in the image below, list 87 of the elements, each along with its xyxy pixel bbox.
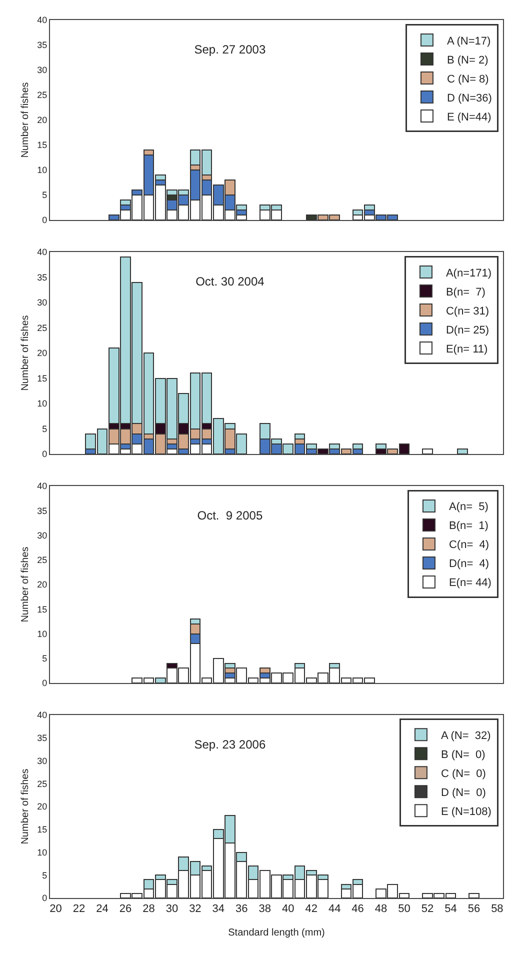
legend-label: E (N=108) <box>440 806 492 818</box>
y-tick-label: 35 <box>37 506 48 516</box>
y-tick-label: 15 <box>37 604 48 614</box>
x-tick-label: 28 <box>142 903 155 916</box>
x-tick-label: 58 <box>491 903 504 916</box>
x-tick-label: 26 <box>119 903 132 916</box>
legend-label: E (N=44) <box>446 111 492 124</box>
x-tick-label: 36 <box>236 903 248 916</box>
legend-label: B (N= 2) <box>446 54 488 66</box>
y-tick-label: 15 <box>37 373 48 384</box>
y-tick-label: 10 <box>37 398 48 409</box>
x-tick-label: 34 <box>212 903 225 916</box>
y-tick-label: 20 <box>37 115 48 126</box>
bar <box>456 448 468 454</box>
y-tick-label: 40 <box>37 247 48 258</box>
legend-label: E(n= 44) <box>448 577 492 590</box>
y-tick-label: 30 <box>37 756 48 766</box>
x-tick-label: 52 <box>421 903 434 916</box>
bar <box>422 448 433 454</box>
x-tick-label: 38 <box>258 903 272 916</box>
legend-label: A (N= 32) <box>440 730 491 742</box>
legend-label: B (N= 0) <box>440 748 486 761</box>
x-tick-label: 56 <box>468 903 480 916</box>
x-tick-label: 30 <box>166 903 178 916</box>
y-tick-label: 25 <box>37 555 48 566</box>
y-axis-title: Number of fishes <box>20 315 32 391</box>
y-tick-label: 25 <box>37 778 48 789</box>
x-tick-label: 24 <box>96 903 108 916</box>
y-tick-label: 25 <box>37 90 48 100</box>
y-axis-title: Number of fishes <box>20 82 32 158</box>
legend-label: B(n= 1) <box>448 520 488 532</box>
legend-label: C (N= 0) <box>440 768 486 780</box>
legend-label: C(n= 31) <box>446 305 490 318</box>
x-tick-label: 32 <box>189 903 202 916</box>
y-tick-label: 5 <box>42 190 48 200</box>
legend-label: C (N= 8) <box>446 73 489 86</box>
y-tick-label: 15 <box>37 140 48 150</box>
y-tick-label: 15 <box>37 824 48 835</box>
y-tick-label: 30 <box>37 65 48 76</box>
y-tick-label: 5 <box>42 654 48 664</box>
legend-label: A (N=17) <box>446 35 491 48</box>
x-tick-label: 50 <box>398 903 410 916</box>
legend-label: D (N=36) <box>446 92 492 104</box>
y-tick-label: 5 <box>42 870 48 880</box>
y-tick-label: 0 <box>42 449 48 460</box>
y-tick-label: 20 <box>37 580 48 590</box>
legend-label: D(n= 4) <box>448 558 490 570</box>
y-axis-title: Number of fishes <box>20 768 32 844</box>
x-tick-label: 42 <box>305 903 318 916</box>
legend-label: D (N= 0) <box>440 786 486 799</box>
legend-label: E(n= 11) <box>446 343 488 356</box>
legend-label: D(n= 25) <box>446 324 490 336</box>
y-tick-label: 40 <box>37 481 48 492</box>
y-tick-label: 30 <box>37 298 48 308</box>
y-tick-label: 30 <box>37 530 48 540</box>
x-tick-label: 48 <box>374 903 388 916</box>
y-tick-label: 35 <box>37 272 48 282</box>
y-axis-title: Number of fishes <box>20 546 32 622</box>
y-tick-label: 10 <box>37 628 48 639</box>
y-tick-label: 35 <box>37 40 48 50</box>
y-tick-label: 10 <box>37 847 48 858</box>
y-tick-label: 0 <box>42 678 48 688</box>
x-tick-label: 46 <box>352 903 364 916</box>
legend-label: C(n= 4) <box>448 539 490 552</box>
legend-label: A(n= 5) <box>448 501 488 514</box>
y-tick-label: 20 <box>37 802 48 812</box>
x-tick-label: 54 <box>444 903 457 916</box>
legend-label: A(n=171) <box>446 267 492 280</box>
y-tick-label: 20 <box>37 348 48 358</box>
legend-label: B(n= 7) <box>446 286 486 298</box>
text: Oct. 9 2005 <box>197 508 263 522</box>
y-tick-label: 40 <box>37 710 48 720</box>
y-tick-label: 10 <box>37 165 48 176</box>
x-axis-title: Standard length (mm) <box>228 928 325 939</box>
y-tick-label: 35 <box>37 733 48 744</box>
text: Oct. 30 2004 <box>196 274 265 288</box>
y-tick-label: 25 <box>37 322 48 333</box>
x-tick-label: 40 <box>282 903 294 916</box>
text: Sep. 27 2003 <box>194 42 266 56</box>
y-tick-label: 40 <box>37 15 48 26</box>
x-tick-label: 44 <box>328 903 341 916</box>
y-tick-label: 0 <box>42 215 48 226</box>
x-tick-label: 22 <box>72 903 86 916</box>
y-tick-label: 0 <box>42 893 48 904</box>
bar <box>468 892 480 898</box>
y-tick-label: 5 <box>42 424 48 434</box>
text: Sep. 23 2006 <box>194 737 266 752</box>
